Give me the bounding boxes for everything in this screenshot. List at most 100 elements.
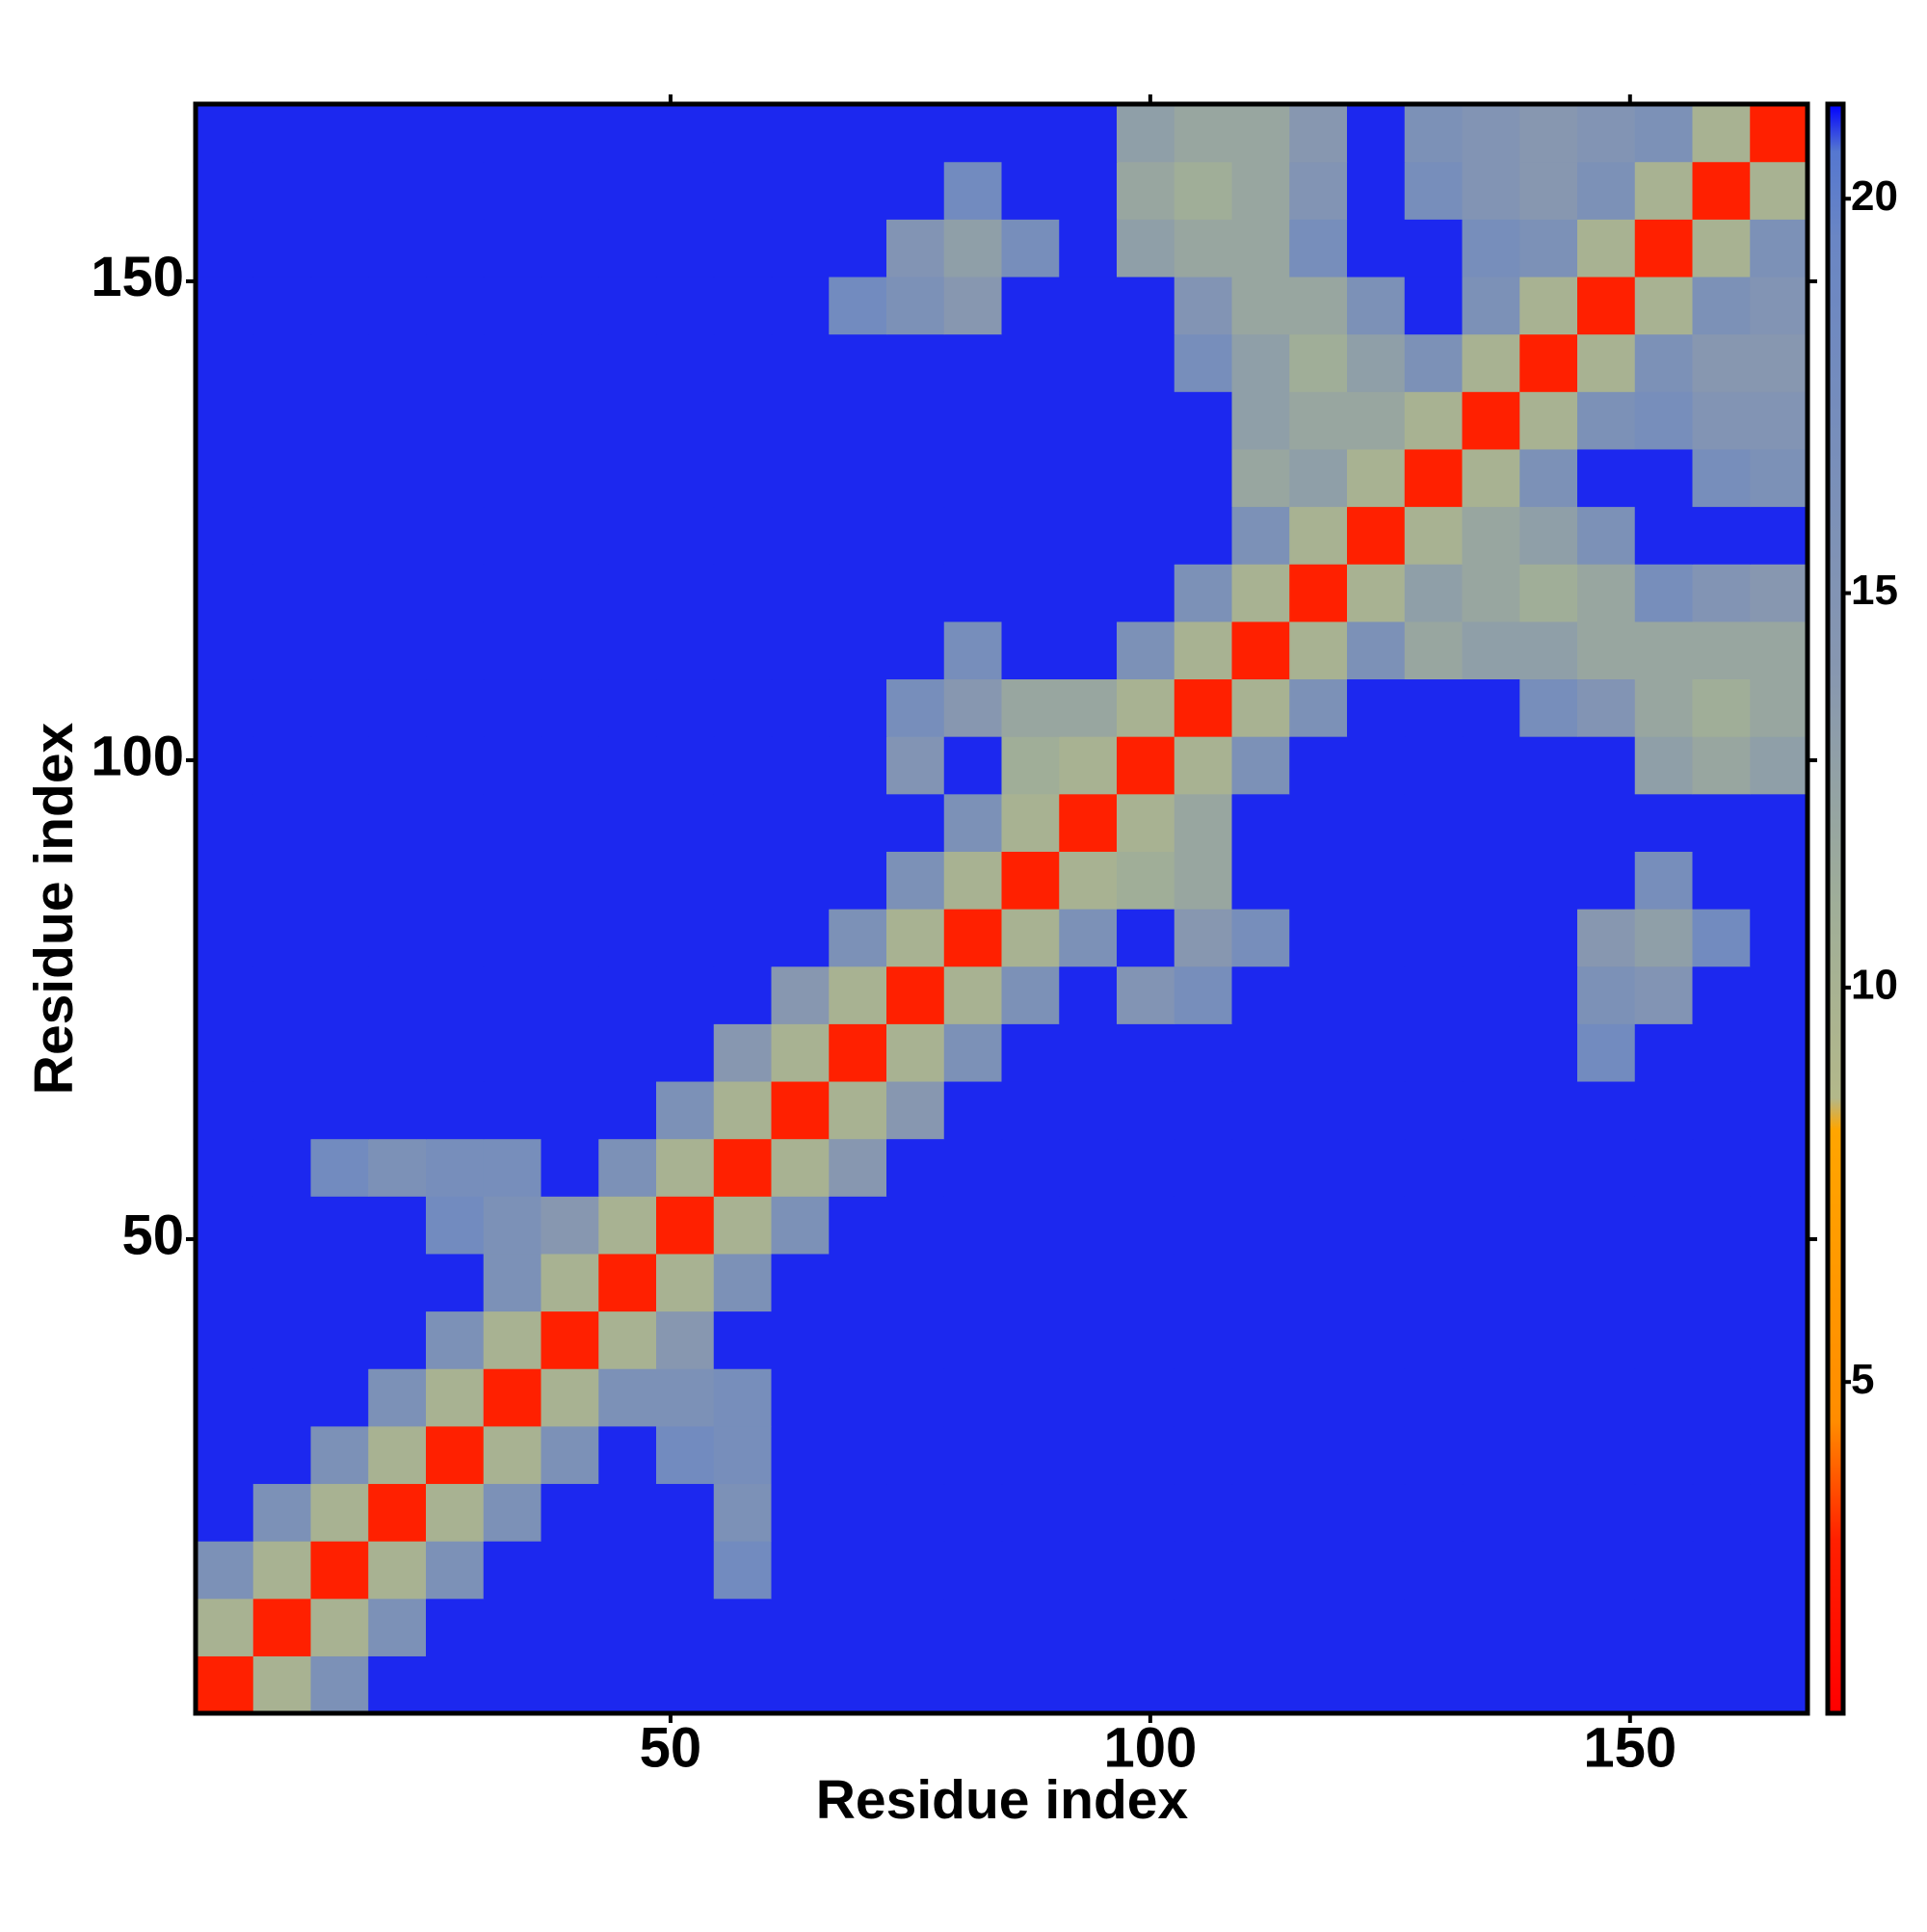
heatmap-cell	[1692, 104, 1751, 163]
heatmap-cell	[1404, 1023, 1464, 1082]
heatmap-cell	[713, 104, 773, 163]
heatmap-cell	[1462, 391, 1520, 450]
heatmap-cell	[483, 1368, 542, 1427]
heatmap-cell	[368, 1253, 427, 1312]
heatmap-cell	[1462, 909, 1520, 967]
heatmap-cell	[1001, 1310, 1060, 1369]
heatmap-cell	[1347, 161, 1406, 220]
heatmap-cell	[656, 506, 715, 565]
heatmap-cell	[656, 678, 715, 737]
heatmap-cell	[1347, 564, 1406, 622]
heatmap-cell	[368, 1655, 427, 1714]
heatmap-cell	[196, 506, 254, 565]
heatmap-cell	[598, 1541, 657, 1600]
heatmap-cell	[368, 1196, 427, 1255]
heatmap-cell	[252, 1138, 312, 1197]
heatmap-cell	[1462, 161, 1520, 220]
heatmap-cell	[1462, 678, 1520, 737]
heatmap-cell	[1059, 333, 1118, 392]
heatmap-cell	[1289, 621, 1348, 680]
heatmap-cell	[483, 1253, 542, 1312]
heatmap-cell	[1001, 564, 1060, 622]
heatmap-cell	[1174, 678, 1233, 737]
heatmap-cell	[483, 1310, 542, 1369]
heatmap-cell	[1231, 1023, 1290, 1082]
heatmap-cell	[541, 1138, 599, 1197]
heatmap-cell	[1059, 506, 1118, 565]
heatmap-cell	[656, 1138, 715, 1197]
heatmap-cell	[1117, 391, 1175, 450]
heatmap-cell	[1750, 966, 1808, 1024]
heatmap-cell	[1519, 1196, 1578, 1255]
heatmap-cell	[1059, 448, 1118, 508]
heatmap-cell	[1634, 678, 1694, 737]
heatmap-cell	[196, 333, 254, 392]
heatmap-cell	[368, 966, 427, 1024]
heatmap-cell	[598, 1598, 657, 1656]
heatmap-cell	[1462, 1253, 1520, 1312]
heatmap-cell	[1001, 1368, 1060, 1427]
heatmap-cell	[310, 1138, 369, 1197]
heatmap-cell	[656, 1368, 715, 1427]
heatmap-cell	[1404, 793, 1464, 852]
heatmap-cell	[1059, 909, 1118, 967]
heatmap-cell	[196, 1541, 254, 1600]
heatmap-cell	[771, 1541, 830, 1600]
heatmap-cell	[886, 448, 945, 508]
heatmap-cell	[1347, 1425, 1406, 1485]
heatmap-cell	[426, 1655, 485, 1714]
heatmap-cell	[771, 1253, 830, 1312]
heatmap-cell	[1519, 966, 1578, 1024]
heatmap-cell	[196, 1023, 254, 1082]
heatmap-cell	[1347, 909, 1406, 967]
heatmap-cell	[771, 1425, 830, 1485]
colorbar-tick-label: 5	[1851, 1356, 1874, 1403]
heatmap-cell	[1634, 448, 1694, 508]
heatmap-cell	[426, 1541, 485, 1600]
heatmap-cell	[483, 1023, 542, 1082]
heatmap-cell	[1289, 391, 1348, 450]
heatmap-cell	[196, 448, 254, 508]
heatmap-cell	[1634, 1196, 1694, 1255]
heatmap-cell	[1231, 1310, 1290, 1369]
heatmap-cell	[1519, 506, 1578, 565]
heatmap-cell	[713, 1310, 773, 1369]
heatmap-cell	[829, 1196, 887, 1255]
heatmap-cell	[1347, 1138, 1406, 1197]
heatmap-cell	[1001, 506, 1060, 565]
heatmap-cell	[1174, 333, 1233, 392]
heatmap-cell	[1231, 1541, 1290, 1600]
heatmap-cell	[1231, 506, 1290, 565]
heatmap-cell	[598, 564, 657, 622]
heatmap-cell	[1404, 1425, 1464, 1485]
heatmap-cell	[943, 1196, 1003, 1255]
heatmap-cell	[771, 1483, 830, 1542]
heatmap-cell	[1462, 276, 1520, 335]
heatmap-cell	[1634, 1598, 1694, 1656]
heatmap-cell	[829, 1080, 887, 1140]
heatmap-cell	[1174, 391, 1233, 450]
y-tick-label: 50	[121, 1204, 184, 1266]
heatmap-cell	[1347, 333, 1406, 392]
heatmap-cell	[483, 1080, 542, 1140]
heatmap-cell	[1692, 506, 1751, 565]
heatmap-cell	[368, 104, 427, 163]
heatmap-cell	[541, 219, 599, 278]
heatmap-cell	[1289, 506, 1348, 565]
heatmap-cell	[483, 678, 542, 737]
heatmap-cell	[1347, 104, 1406, 163]
heatmap-cell	[310, 678, 369, 737]
heatmap-cell	[1519, 1541, 1578, 1600]
heatmap-cell	[1174, 104, 1233, 163]
heatmap-cell	[829, 1655, 887, 1714]
heatmap-cell	[1117, 1483, 1175, 1542]
heatmap-cell	[1519, 1655, 1578, 1714]
heatmap-cell	[886, 1368, 945, 1427]
heatmap-cell	[1577, 104, 1636, 163]
heatmap-cell	[426, 161, 485, 220]
heatmap-cell	[1231, 219, 1290, 278]
heatmap-cell	[1750, 678, 1808, 737]
heatmap-cell	[541, 736, 599, 795]
heatmap-cell	[541, 1598, 599, 1656]
heatmap-cell	[1519, 391, 1578, 450]
